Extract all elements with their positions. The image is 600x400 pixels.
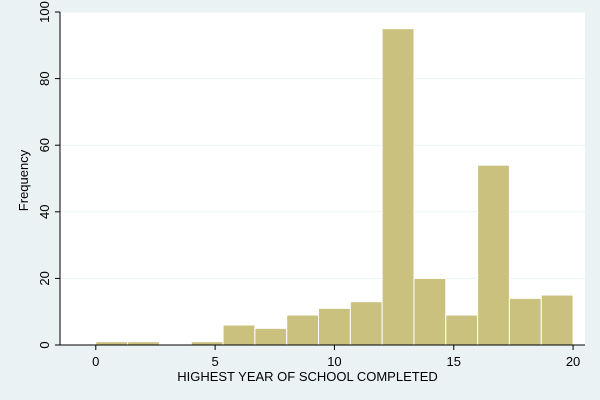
histogram-bar [318,307,351,346]
y-tick-label: 40 [37,205,52,219]
axes [55,11,585,350]
tick-labels: 0 5 10 15 20 0 20 40 60 80 100 [37,1,580,369]
y-tick-label: 0 [37,341,52,348]
x-tick-label: 20 [566,354,580,369]
x-axis-title: HIGHEST YEAR OF SCHOOL COMPLETED [177,369,438,384]
histogram-bar [254,327,288,346]
histogram-bar [445,314,479,346]
y-tick-label: 100 [37,1,52,23]
histogram-bar [286,314,320,346]
y-tick-label: 80 [37,71,52,85]
y-axis-title: Frequency [16,149,31,211]
x-tick-label: 10 [327,354,341,369]
histogram-bar [508,297,542,346]
y-tick-label: 60 [37,138,52,152]
histogram-bar [413,277,447,346]
histogram-bar [222,324,256,346]
histogram-bar [477,164,510,346]
histogram-bar [381,28,415,346]
histogram-bar [540,294,574,346]
x-tick-label: 15 [447,354,461,369]
x-tick-label: 5 [211,354,218,369]
y-tick-label: 20 [37,271,52,285]
histogram-bar [349,301,383,346]
x-tick-label: 0 [92,354,99,369]
histogram-bars [95,28,574,346]
